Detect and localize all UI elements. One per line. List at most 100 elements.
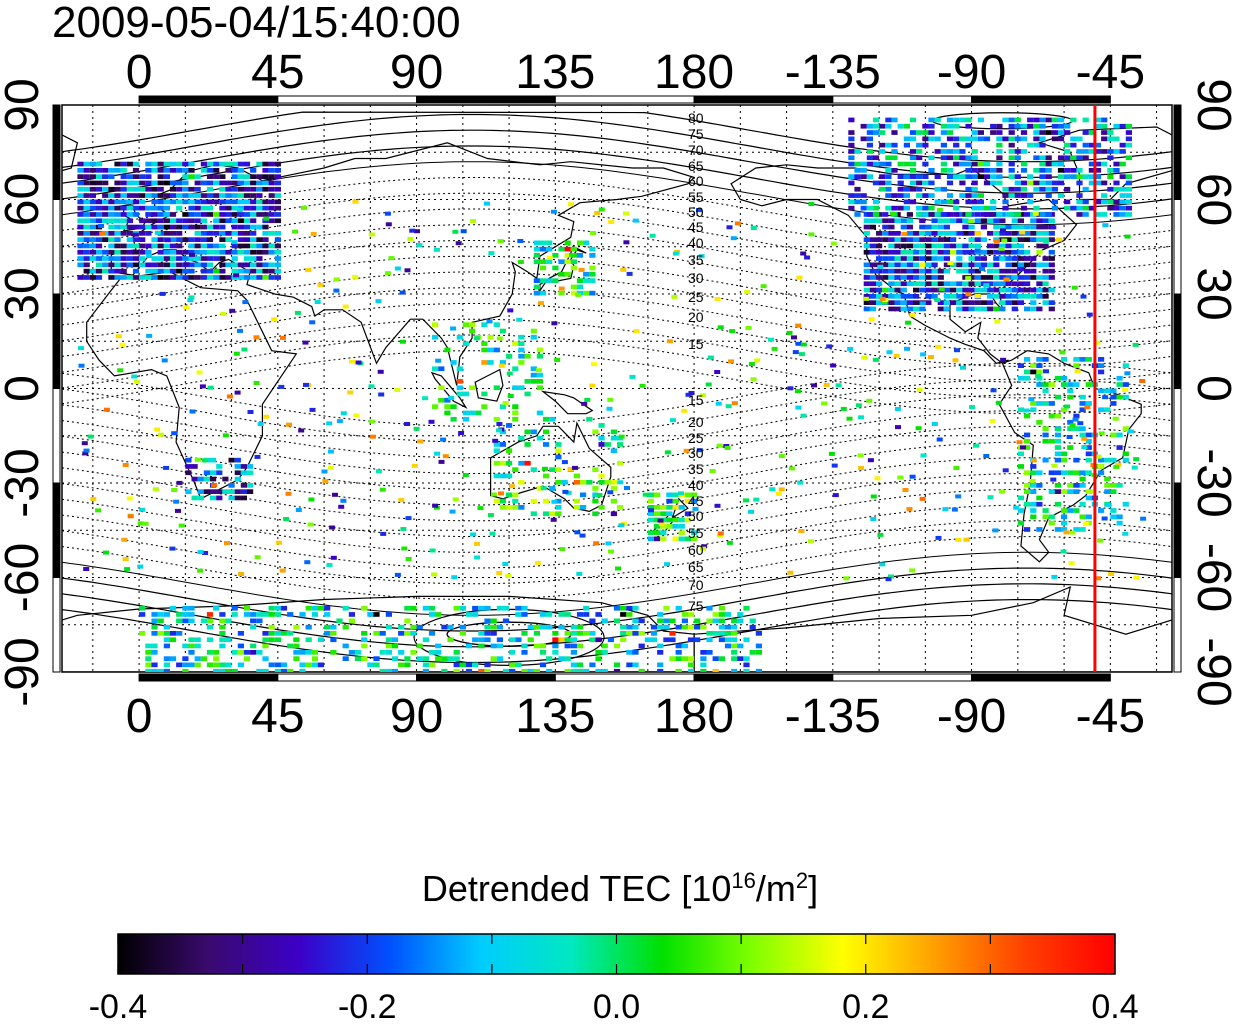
tec-pixel [398, 624, 405, 630]
tec-pixel [694, 618, 701, 624]
tec-pixel [1048, 218, 1055, 224]
tec-pixel [1032, 211, 1039, 216]
tec-pixel [237, 650, 244, 655]
tec-pixel [1039, 123, 1046, 129]
tec-pixel [931, 237, 938, 242]
coastline [474, 368, 504, 402]
left-axis-bars [52, 104, 61, 673]
tec-pixel [102, 193, 109, 198]
tec-pixel [188, 295, 195, 300]
tec-pixel [925, 262, 932, 268]
tec-pixel [584, 397, 591, 402]
tec-pixel [974, 218, 981, 224]
tec-pixel [188, 618, 195, 624]
tec-pixel [231, 256, 238, 261]
tec-pixel [1051, 180, 1058, 186]
tec-pixel [555, 479, 562, 485]
tec-pixel [1036, 218, 1043, 224]
tec-pixel [546, 278, 553, 283]
tec-pixel [968, 300, 975, 305]
tec-pixel [1017, 363, 1024, 368]
magnetic-latitude-label: 55 [688, 189, 704, 205]
tec-pixel [243, 212, 251, 217]
tec-pixel [565, 490, 572, 495]
tec-pixel [368, 384, 375, 389]
tec-pixel [280, 605, 288, 611]
tec-pixel [219, 218, 226, 224]
tec-pixel [808, 232, 815, 237]
tec-pixel [1039, 212, 1046, 217]
tec-pixel [1054, 432, 1061, 438]
tec-pixel [894, 287, 901, 293]
tec-pixel [1033, 168, 1040, 173]
tec-pixel [1069, 423, 1076, 428]
tec-pixel [1110, 457, 1117, 463]
tec-pixel [934, 186, 941, 192]
tec-pixel [755, 631, 762, 636]
tec-pixel [1061, 527, 1068, 532]
tec-pixel [990, 199, 997, 205]
tec-pixel [1045, 161, 1052, 167]
tec-pixel [219, 174, 226, 179]
tec-pixel [922, 212, 929, 217]
tec-pixel [657, 518, 664, 523]
tec-pixel [176, 161, 183, 167]
tec-pixel [1035, 374, 1042, 379]
tec-pixel [826, 344, 833, 349]
tec-pixel [718, 637, 725, 643]
tec-pixel [89, 199, 96, 205]
tec-pixel [1079, 357, 1086, 362]
tec-pixel [474, 555, 481, 560]
tec-pixel [502, 562, 509, 566]
tec-pixel [327, 465, 334, 470]
tec-pixel [317, 605, 325, 611]
tec-pixel [872, 205, 880, 211]
tec-pixel [712, 656, 719, 661]
tec-pixel [687, 656, 695, 661]
tec-pixel [1027, 199, 1034, 205]
tec-pixel [564, 612, 571, 617]
tec-pixel [968, 219, 975, 223]
tec-pixel [120, 275, 127, 280]
tec-pixel [542, 466, 548, 471]
tec-pixel [1088, 130, 1095, 135]
tec-pixel [906, 237, 913, 242]
tec-pixel [957, 231, 964, 236]
tec-pixel [191, 476, 198, 482]
tec-pixel [286, 422, 293, 427]
tec-pixel [860, 161, 867, 167]
tec-pixel [860, 174, 867, 179]
tec-pixel [447, 637, 454, 643]
tec-pixel [962, 249, 969, 255]
tec-pixel [1101, 136, 1108, 142]
tec-pixel [268, 637, 275, 643]
tec-pixel [293, 637, 300, 643]
tec-pixel [888, 268, 895, 274]
magnetic-latitude-label: 70 [688, 577, 704, 593]
tec-pixel [77, 218, 84, 224]
tec-pixel [263, 414, 270, 419]
tec-pixel [1088, 180, 1095, 186]
tec-pixel [496, 624, 503, 630]
tec-pixel [900, 287, 907, 293]
tec-pixel [114, 186, 121, 192]
tec-pixel [962, 218, 969, 224]
tec-pixel [1016, 440, 1023, 445]
tec-pixel [562, 489, 569, 494]
tec-pixel [1081, 445, 1088, 450]
tec-pixel [1054, 457, 1061, 463]
tec-pixel [102, 205, 109, 211]
tec-pixel [1061, 407, 1068, 413]
tec-pixel [1070, 168, 1077, 173]
tec-pixel [240, 489, 247, 494]
tec-pixel [262, 231, 269, 236]
tec-pixel [1020, 123, 1028, 129]
tec-pixel [274, 237, 281, 242]
tec-pixel [163, 268, 170, 274]
tec-pixel [145, 275, 152, 280]
tec-pixel [993, 275, 1000, 280]
tec-pixel [157, 161, 164, 167]
tec-pixel [1110, 483, 1117, 488]
tec-pixel [999, 268, 1006, 274]
